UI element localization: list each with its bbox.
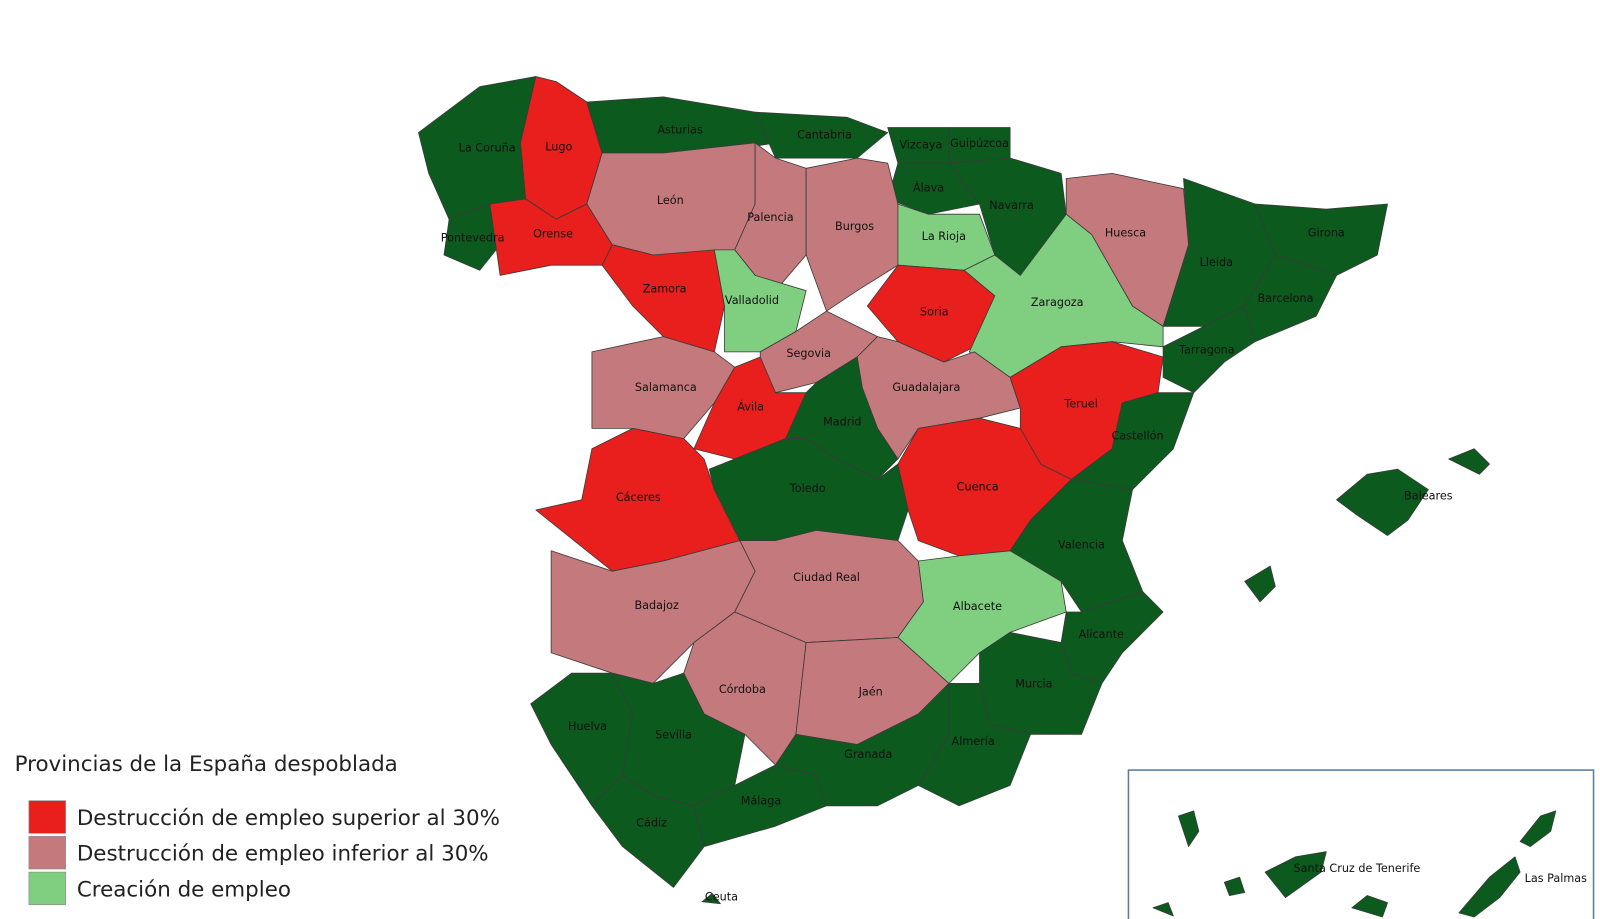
province-label: Cádiz xyxy=(636,816,667,829)
province-label: Toledo xyxy=(789,482,826,495)
province-label: La Coruña xyxy=(459,141,516,154)
province xyxy=(917,682,1031,807)
province-label: Burgos xyxy=(835,220,874,233)
province xyxy=(443,203,501,271)
province-label: La Rioja xyxy=(922,230,966,243)
province-label: Valladolid xyxy=(725,294,779,307)
province-label: Jaén xyxy=(858,686,883,699)
province-label: Barcelona xyxy=(1258,292,1314,305)
province-label: Huelva xyxy=(568,720,607,733)
province-label: Ávila xyxy=(737,400,764,413)
province-label: Ceuta xyxy=(705,891,738,904)
province xyxy=(1244,254,1337,343)
province xyxy=(1223,876,1246,896)
province-label: Badajoz xyxy=(635,599,679,612)
province-label: Asturias xyxy=(657,123,703,136)
province-label: Huesca xyxy=(1105,226,1146,239)
province-labels: La Coruña Pontevedra Lugo Orense Asturias Can… xyxy=(441,123,1587,903)
province-label: Orense xyxy=(533,228,573,241)
province-label: Zaragoza xyxy=(1031,296,1084,309)
legend-label: Creación de empleo xyxy=(77,877,291,902)
province-label: Baleares xyxy=(1404,490,1453,503)
legend-swatch xyxy=(28,836,66,870)
province xyxy=(1162,305,1256,394)
province xyxy=(1519,810,1557,847)
province-label: Murcia xyxy=(1015,678,1052,691)
province-label: Las Palmas xyxy=(1525,872,1588,885)
province xyxy=(979,631,1103,735)
province xyxy=(1336,468,1429,536)
province-label: Cantabria xyxy=(797,129,852,142)
province xyxy=(1448,448,1490,475)
province-label: Granada xyxy=(844,748,892,761)
province xyxy=(1070,392,1195,490)
province-label: Guipúzcoa xyxy=(950,137,1009,150)
province-label: Almería xyxy=(952,735,995,748)
province-label: Girona xyxy=(1308,227,1345,240)
province-label: Lleida xyxy=(1200,256,1233,269)
province-label: León xyxy=(657,194,684,207)
province-label: Córdoba xyxy=(719,683,766,696)
provinces xyxy=(418,76,1557,918)
province-label: Alicante xyxy=(1079,628,1124,641)
legend-swatch xyxy=(28,800,66,834)
legend-title: Provincias de la España despoblada xyxy=(15,752,398,777)
province xyxy=(1458,856,1521,918)
province-label: Cuenca xyxy=(957,480,999,493)
province-label: Segovia xyxy=(786,347,831,360)
province-label: Valencia xyxy=(1058,539,1105,552)
province-label: Salamanca xyxy=(635,381,697,394)
province xyxy=(535,427,741,572)
province xyxy=(1178,810,1200,847)
province xyxy=(1244,565,1276,603)
province-label: Tarragona xyxy=(1178,343,1235,356)
province xyxy=(1351,895,1388,918)
province xyxy=(1152,902,1174,917)
province xyxy=(601,244,725,353)
province-label: Guadalajara xyxy=(892,381,960,394)
province-label: Teruel xyxy=(1063,397,1098,410)
province xyxy=(1264,851,1327,898)
province-label: Cáceres xyxy=(616,491,661,504)
province-label: Ciudad Real xyxy=(793,571,860,584)
province-label: Palencia xyxy=(747,211,793,224)
province xyxy=(701,893,721,905)
province-label: Santa Cruz de Tenerife xyxy=(1294,862,1421,875)
province-label: Madrid xyxy=(823,415,861,428)
canary-inset xyxy=(1127,769,1595,919)
province-label: Málaga xyxy=(741,794,782,807)
province-label: Albacete xyxy=(953,600,1002,613)
province-label: Zamora xyxy=(643,282,687,295)
legend-label: Destrucción de empleo inferior al 30% xyxy=(77,842,489,867)
province-label: Vizcaya xyxy=(899,138,942,151)
legend-label: Destrucción de empleo superior al 30% xyxy=(77,806,500,831)
province-label: Soria xyxy=(920,306,949,319)
province-label: Sevilla xyxy=(655,728,692,741)
province-label: Álava xyxy=(913,182,944,195)
province-label: Navarra xyxy=(989,199,1034,212)
province-label: Pontevedra xyxy=(441,232,505,245)
province-label: Castellón xyxy=(1112,429,1164,442)
legend-swatch xyxy=(28,871,66,906)
province-label: Lugo xyxy=(545,140,572,153)
province xyxy=(754,111,889,159)
